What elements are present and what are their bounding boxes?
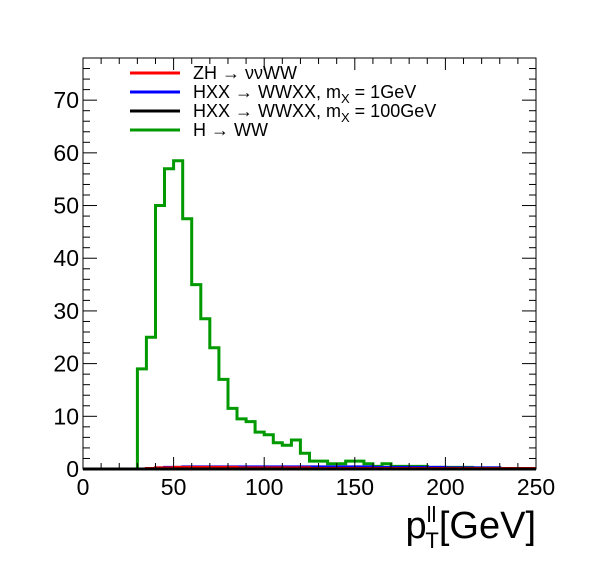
- y-tick-label: 60: [53, 140, 79, 166]
- y-tick-label: 20: [53, 351, 79, 377]
- x-tick-label: 100: [245, 474, 283, 500]
- x-axis-title-unit: [GeV]: [439, 505, 536, 547]
- x-axis-title-sup: ll: [427, 502, 437, 527]
- y-tick-label: 30: [53, 298, 79, 324]
- x-tick-label: 0: [77, 474, 90, 500]
- legend-label: HXX → WWXX, mX = 100GeV: [193, 101, 436, 125]
- x-tick-label: 200: [426, 474, 464, 500]
- x-axis-title-main: p: [405, 505, 426, 547]
- plot-frame: [82, 57, 537, 470]
- y-tick-label: 70: [53, 87, 79, 113]
- y-tick-label: 0: [66, 456, 79, 482]
- x-tick-label: 50: [161, 474, 187, 500]
- x-tick-label: 250: [517, 474, 555, 500]
- legend-label: HXX → WWXX, mX = 1GeV: [193, 82, 416, 106]
- legend-label: H → WW: [193, 120, 268, 140]
- y-tick-label: 10: [53, 403, 79, 429]
- y-tick-label: 50: [53, 193, 79, 219]
- x-axis-title-sub: T: [425, 528, 438, 553]
- x-tick-label: 150: [336, 474, 374, 500]
- x-axis-title: pll T[GeV]: [405, 502, 536, 553]
- legend-label: ZH → ννWW: [193, 63, 297, 83]
- ticks-layer: 0 50 100 150 200 250 0 10 20 30 40 50 60 70: [53, 57, 555, 500]
- y-tick-label: 40: [53, 245, 79, 271]
